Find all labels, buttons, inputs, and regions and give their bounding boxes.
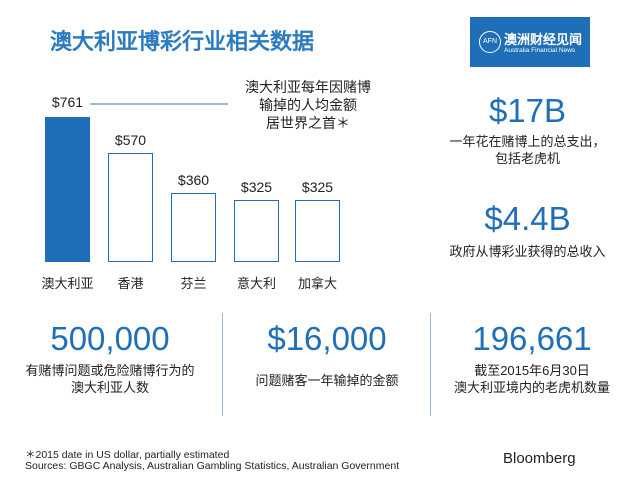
caption-line: 澳大利亚人数	[70, 380, 149, 395]
stat-value: $17B	[488, 92, 567, 129]
annotation-line: 居世界之首＊	[266, 115, 350, 131]
annotation-line: 澳大利亚每年因赌博	[245, 79, 371, 95]
stat-value: $4.4B	[484, 200, 571, 237]
value-label: $761	[51, 94, 84, 110]
value-label: $325	[240, 179, 273, 196]
caption-line: 有赌博问题或危险赌博行为的	[25, 363, 195, 378]
caption-line: 政府从博彩业获得的总收入	[449, 244, 606, 259]
footnote: ＊2015 date in US dollar, partially estim…	[25, 449, 230, 461]
stat-value: 500,000	[50, 320, 170, 357]
caption-line: 一年花在赌博上的总支出，	[449, 134, 606, 149]
logo-name-cn: 澳洲财经见闻	[504, 32, 583, 47]
chart-annotation: 澳大利亚每年因赌博 输掉的人均金额 居世界之首＊	[238, 78, 378, 132]
logo-name-en: Australia Financial News	[504, 47, 576, 54]
value-label: $570	[114, 132, 147, 149]
category-label: 芬兰	[180, 276, 207, 291]
bar-2	[171, 193, 216, 262]
bar-0	[45, 117, 90, 262]
stat-caption: 政府从博彩业获得的总收入	[430, 243, 625, 260]
bar-4	[295, 200, 340, 262]
stat-caption: 一年花在赌博上的总支出， 包括老虎机	[430, 133, 625, 167]
divider	[430, 313, 431, 416]
afn-logo: AFN 澳洲财经见闻 Australia Financial News	[470, 17, 590, 67]
bar-3	[234, 200, 279, 262]
value-label: $325	[301, 179, 334, 196]
category-label: 香港	[117, 276, 144, 291]
stat-value: 196,661	[472, 320, 592, 357]
stat-caption: 截至2015年6月30日 澳大利亚境内的老虎机数量	[432, 362, 632, 396]
caption-line: 问题赌客一年输掉的金额	[255, 373, 399, 388]
stat-caption: 有赌博问题或危险赌博行为的 澳大利亚人数	[15, 362, 205, 396]
afn-logo-mark: AFN	[479, 31, 501, 53]
stat-caption: 问题赌客一年输掉的金额	[232, 372, 422, 389]
caption-line: 截至2015年6月30日	[474, 363, 590, 378]
page-title: 澳大利亚博彩行业相关数据	[50, 29, 315, 54]
bloomberg-brand: Bloomberg	[503, 450, 576, 467]
value-label: $360	[177, 172, 210, 189]
sources: Sources: GBGC Analysis, Australian Gambl…	[25, 460, 400, 472]
annotation-line: 输掉的人均金额	[259, 97, 357, 113]
category-label: 意大利	[236, 276, 276, 291]
divider	[222, 313, 223, 416]
category-label: 澳大利亚	[41, 276, 94, 291]
caption-line: 澳大利亚境内的老虎机数量	[453, 380, 610, 395]
bar-1	[108, 153, 153, 262]
category-label: 加拿大	[297, 276, 337, 291]
stat-value: $16,000	[267, 320, 387, 357]
leader-line	[90, 103, 228, 105]
caption-line: 包括老虎机	[494, 151, 560, 166]
